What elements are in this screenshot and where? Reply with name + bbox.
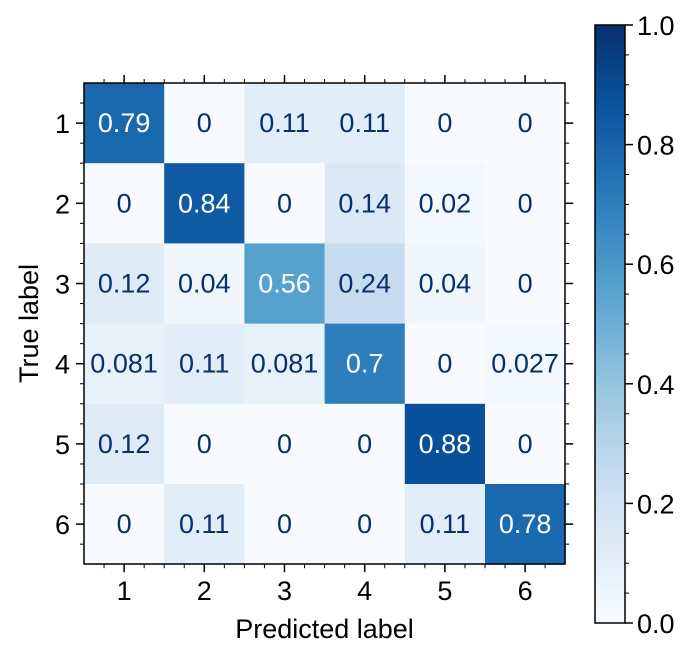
heatmap-cell [84,163,165,244]
x-tick-label: 2 [197,576,212,606]
cell-value-label: 0 [117,509,132,539]
heatmap-cell [244,403,326,485]
heatmap-cell [244,243,326,325]
heatmap-cell [324,323,406,405]
cell-value-label: 0.78 [499,509,552,539]
cell-value-label: 0 [277,509,292,539]
heatmap-cell [164,163,245,244]
heatmap-cell [84,403,165,485]
heatmap-cell [404,323,486,405]
heatmap-cell [404,83,486,164]
cell-value-label: 0 [197,108,212,138]
x-tick-label: 4 [357,576,372,606]
heatmap-cell [164,83,245,164]
heatmap-cell [485,484,566,565]
cell-value-label: 0 [518,429,533,459]
heatmap-cell [404,403,486,485]
colorbar-tick-label: 0.6 [637,250,675,280]
cell-value-label: 0 [277,429,292,459]
cell-value-label: 0.7 [346,349,384,379]
colorbar-tick-label: 1.0 [637,11,675,41]
heatmap-cell [485,83,566,164]
cell-value-label: 0.12 [98,429,151,459]
cell-value-label: 0 [197,429,212,459]
cell-value-label: 0.88 [419,429,472,459]
cell-value-label: 0 [357,429,372,459]
y-tick-label: 5 [55,430,70,460]
heatmap-cell [485,403,566,485]
x-axis-ticks: 1 2 3 4 5 6 [103,75,546,606]
colorbar-tick-label: 0.0 [637,609,675,639]
cell-value-label: 0.02 [419,188,472,218]
x-tick-label: 6 [518,576,533,606]
y-tick-label: 6 [55,510,70,540]
heatmap-cell [164,403,245,485]
cell-value-label: 0.04 [419,269,472,299]
heatmap-cell [404,243,486,325]
cell-value-label: 0.04 [178,269,231,299]
heatmap-cells [84,83,566,565]
heatmap-cell [164,484,245,565]
cell-value-label: 0.11 [179,509,230,539]
heatmap-cell [244,163,326,244]
cell-value-label: 0 [437,349,452,379]
colorbar-tick-label: 0.2 [637,489,675,519]
cell-value-label: 0.12 [98,269,151,299]
heatmap-cell [84,243,165,325]
cell-value-label: 0.14 [338,188,391,218]
x-tick-label: 1 [117,576,132,606]
heatmap-cell [164,243,245,325]
cell-value-label: 0.24 [338,269,391,299]
y-axis-ticks: 1 2 3 4 5 6 [55,102,574,545]
cell-value-label: 0.11 [179,349,230,379]
cell-value-label: 0 [437,108,452,138]
y-tick-label: 3 [55,270,70,300]
heatmap-cell [244,83,326,164]
heatmap-cell [84,323,165,405]
heatmap-cell [244,323,326,405]
y-tick-label: 2 [55,189,70,219]
heatmap-cell [324,83,406,164]
colorbar-tick-label: 0.8 [637,131,675,161]
cell-value-label: 0.56 [258,269,311,299]
cell-value-label: 0.027 [491,349,559,379]
heatmap-cell [324,163,406,244]
cell-value-label: 0 [518,269,533,299]
y-tick-label: 4 [55,350,70,380]
x-tick-label: 5 [437,576,452,606]
cell-value-label: 0.081 [251,349,319,379]
colorbar-tick-label: 0.4 [637,370,675,400]
heatmap-cell [485,163,566,244]
cell-value-label: 0 [518,188,533,218]
heatmap-cell [84,484,165,565]
heatmap-cell [485,243,566,325]
cell-value-label: 0 [277,188,292,218]
heatmap-cell [324,484,406,565]
colorbar [594,24,626,624]
heatmap-cell-labels: 0.79 0 0.11 0.11 0 0 0 0.84 0 0.14 0.02 0 0.12 0.04 0.… [90,108,559,539]
cell-value-label: 0.79 [98,108,151,138]
heatmap-cell [244,484,326,565]
heatmap-cell [485,323,566,405]
x-axis-label: Predicted label [235,614,414,644]
cell-value-label: 0 [357,509,372,539]
y-tick-label: 1 [55,109,70,139]
heatmap-cell [404,163,486,244]
cell-value-label: 0 [117,188,132,218]
heatmap-cell [404,484,486,565]
cell-value-label: 0.11 [339,108,390,138]
heatmap-cell [164,323,245,405]
cell-value-label: 0.84 [178,188,231,218]
cell-value-label: 0.11 [420,509,471,539]
heatmap-cell [324,403,406,485]
heatmap-cell [84,83,165,164]
cell-value-label: 0.081 [90,349,158,379]
y-axis-label: True label [14,264,44,383]
cell-value-label: 0.11 [259,108,310,138]
cell-value-label: 0 [518,108,533,138]
colorbar-ticks: 0.0 0.2 0.4 0.6 0.8 1.0 [625,11,675,639]
heatmap-cell [324,243,406,325]
x-tick-label: 3 [277,576,292,606]
